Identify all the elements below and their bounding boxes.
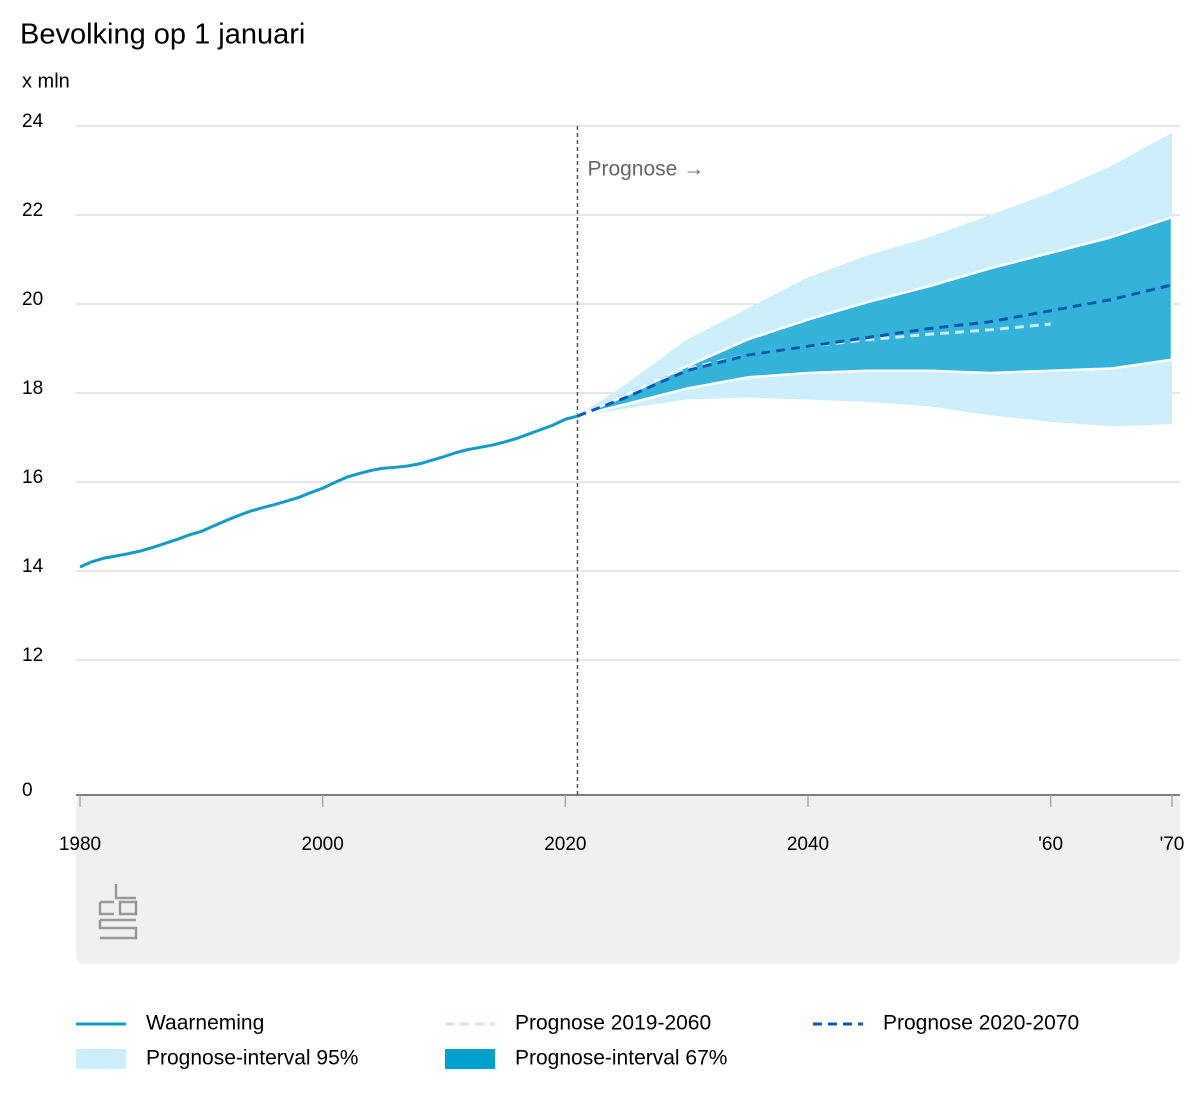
- legend-label: Prognose 2019-2060: [515, 1012, 711, 1035]
- x-tick-label: 1980: [59, 834, 101, 855]
- y-tick-label: 18: [22, 378, 43, 399]
- legend-label: Prognose 2020-2070: [883, 1012, 1079, 1035]
- y-tick-label: 14: [22, 556, 44, 577]
- y-tick-label: 20: [22, 289, 43, 310]
- y-tick-label: 24: [22, 111, 44, 132]
- chart-title: Bevolking op 1 januari: [20, 19, 305, 51]
- legend-label: Prognose-interval 67%: [515, 1047, 727, 1070]
- y-tick-label: 22: [22, 200, 43, 221]
- x-tick-label: 2000: [302, 834, 344, 855]
- interval-band: [576, 215, 1174, 418]
- x-tick-label: 2020: [544, 834, 586, 855]
- y-tick-label: 0: [22, 780, 33, 801]
- line-series: [576, 283, 1173, 418]
- y-axis-label: x mln: [22, 70, 70, 92]
- x-tick-label: '60: [1038, 834, 1063, 855]
- x-tick-label: 2040: [787, 834, 829, 855]
- legend-label: Waarneming: [146, 1012, 264, 1035]
- legend-swatch: [445, 1049, 495, 1069]
- logo: [98, 884, 138, 940]
- legend-swatch: [76, 1049, 126, 1069]
- x-tick-label: '70: [1160, 834, 1185, 855]
- line-series: [79, 414, 578, 569]
- legend-label: Prognose-interval 95%: [146, 1047, 358, 1070]
- y-tick-label: 12: [22, 645, 43, 666]
- y-tick-label: 16: [22, 467, 43, 488]
- axis-panel: [76, 795, 1180, 964]
- annotation: Prognose →: [587, 158, 704, 181]
